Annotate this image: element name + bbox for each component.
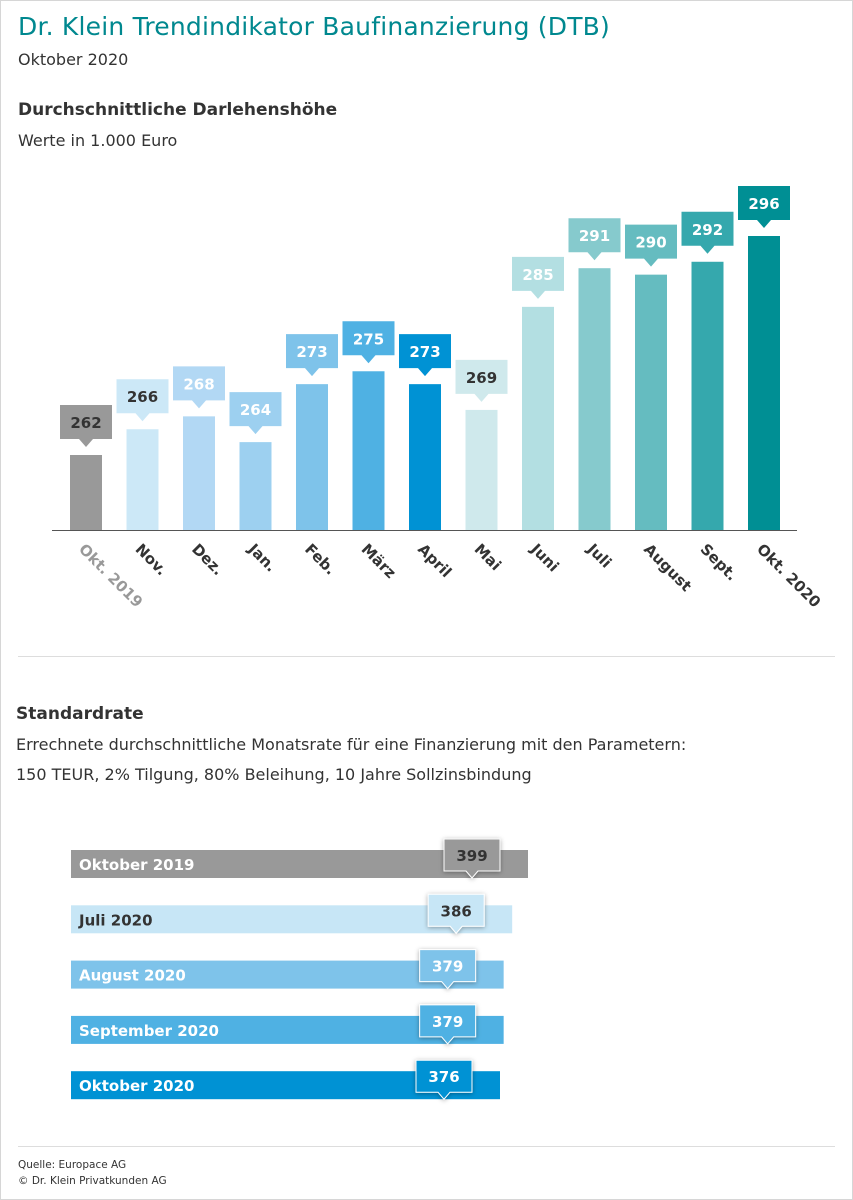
bar [239,442,272,530]
bar-value-text: 273 [409,343,440,361]
label-callout [625,224,677,267]
label-callout [286,334,338,377]
bar-value-label: 273 [286,334,338,377]
hbar-category-label: Oktober 2019 [79,856,194,874]
bar-value-text: 285 [522,266,553,284]
bar-value-label: 296 [738,186,790,228]
label-callout [681,211,734,254]
bar-value-label: 269 [455,359,508,402]
hbar-value-label: 376 [415,1059,473,1100]
bar-value-label: 291 [568,218,621,261]
loan-chart-title: Durchschnittliche Darlehenshöhe [18,100,338,120]
label-callout [229,392,282,435]
bar-value-text: 292 [692,221,723,239]
bar [296,384,328,530]
bar-value-text: 296 [748,195,779,213]
bar-value-text: 290 [635,234,666,252]
bar-value-text: 262 [70,414,101,432]
x-tick-label: Jan. [244,539,280,575]
page-title: Dr. Klein Trendindikator Baufinanzierung… [18,12,610,41]
bar-value-label: 285 [512,256,564,299]
hbar-value-text: 386 [441,902,472,920]
bar-value-label: 266 [116,379,169,422]
footer-source: Quelle: Europace AG [18,1159,127,1171]
bar [748,236,780,530]
bar [70,455,102,530]
x-tick-label: Juni [526,539,562,575]
x-tick-label: März [358,540,400,582]
bar-value-text: 264 [240,401,271,419]
bar [522,306,554,530]
label-callout [455,359,508,402]
bar-value-text: 266 [127,388,158,406]
hbar-value-text: 399 [456,847,487,865]
hbar-label-callout [419,1004,477,1045]
label-callout [342,321,395,364]
hbar-category-label: Oktober 2020 [79,1077,194,1095]
hbar-category-label: August 2020 [79,967,186,985]
rate-chart-title: Standardrate [16,704,144,724]
bar [352,371,385,530]
bar [183,416,215,530]
x-tick-label: Mai [471,540,505,574]
label-callout [173,366,225,409]
hbar-value-text: 379 [432,1013,463,1031]
hbar-value-label: 379 [419,1004,477,1045]
bar-value-label: 290 [625,224,677,267]
x-tick-label: Okt. 2020 [753,540,824,611]
footer-copyright: © Dr. Klein Privatkunden AG [18,1175,167,1187]
hbar-label-callout [415,1059,473,1100]
rate-chart-description: Errechnete durchschnittliche Monatsrate … [16,735,687,754]
section-divider [18,656,835,657]
x-tick-label: August [640,540,695,595]
hbar-category-label: Juli 2020 [78,911,153,929]
bar-value-text: 291 [579,227,610,245]
bar-value-label: 273 [399,334,451,377]
hbar-category-label: September 2020 [79,1022,219,1040]
hbar-label-callout [443,838,501,879]
x-tick-label: April [414,540,455,581]
page-subtitle: Oktober 2020 [18,50,129,69]
bar-value-text: 275 [353,330,384,348]
hbar-value-label: 386 [427,893,485,935]
rate-bar-chart: Oktober 2019 399 Juli 2020 386 August 2020 37… [71,838,528,1100]
bar [465,409,498,530]
label-callout [116,379,169,422]
footer-divider [18,1146,835,1147]
bar [691,261,724,530]
bar-value-text: 269 [466,369,497,387]
label-callout [60,405,112,447]
bar [126,429,159,530]
hbar-label-callout [419,949,477,990]
bar-value-label: 264 [229,392,282,435]
label-callout [738,186,790,228]
hbar-label-callout [427,893,485,935]
x-tick-label: Feb. [301,540,339,578]
label-callout [512,256,564,299]
bar-value-label: 275 [342,321,395,364]
bar [409,384,441,530]
x-tick-label: Sept. [697,540,741,584]
hbar-value-label: 379 [419,949,477,990]
bar-value-text: 268 [183,375,214,393]
loan-chart-unit: Werte in 1.000 Euro [18,131,178,150]
rate-chart-parameters: 150 TEUR, 2% Tilgung, 80% Beleihung, 10 … [16,765,532,784]
hbar-value-label: 399 [443,838,501,879]
x-tick-label: Nov. [132,540,171,579]
hbar-value-text: 379 [432,958,463,976]
hbar-value-text: 376 [428,1068,459,1086]
bar [578,268,611,530]
bar-value-label: 268 [173,366,225,409]
x-tick-label: Juli [583,539,615,571]
bar-value-text: 273 [296,343,327,361]
x-tick-label: Dez. [188,540,227,579]
label-callout [399,334,451,377]
bar-value-label: 262 [60,405,112,447]
bar [635,274,667,530]
bar-value-label: 292 [681,211,734,254]
label-callout [568,218,621,261]
